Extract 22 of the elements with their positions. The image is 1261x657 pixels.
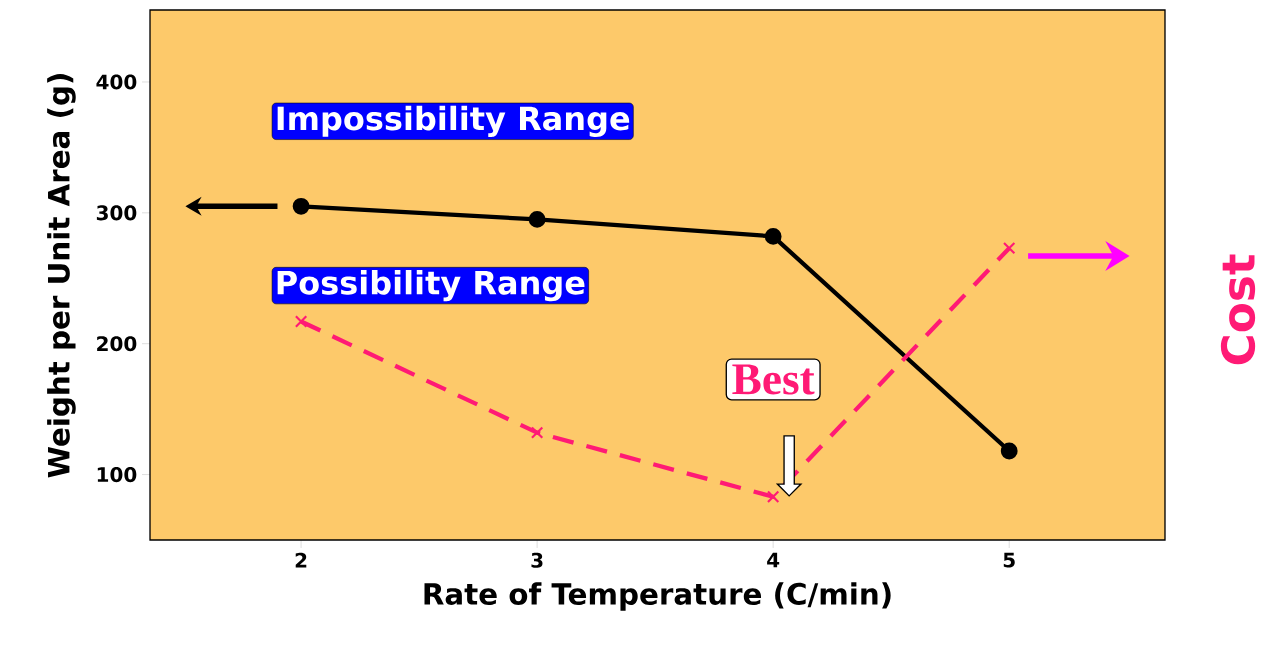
point (766, 490, 780, 504)
x-tick-label: 2 (295, 552, 307, 568)
annotation: Impossibility Range (277, 105, 630, 137)
x-axis-title: Rate of Temperature (C/min) (424, 582, 891, 611)
x-tick-label: 5 (1003, 552, 1015, 568)
point (1000, 442, 1018, 460)
point (292, 197, 310, 215)
annotation: Possibility Range (277, 270, 585, 302)
x-tick-label: 4 (767, 552, 780, 568)
y2-axis-title: Cost (1220, 254, 1256, 365)
point (764, 227, 782, 245)
y-axis-title: Weight per Unit Area (g) (47, 74, 76, 478)
point (294, 315, 308, 328)
point (530, 426, 544, 439)
y-tick-label: 300 (96, 205, 137, 221)
x-tick-label: 3 (531, 552, 543, 568)
y-tick-label: 100 (97, 466, 137, 483)
point (1002, 241, 1016, 255)
annotation: Best (732, 364, 815, 395)
point (528, 210, 546, 228)
y-tick-label: 200 (97, 336, 137, 352)
y-tick-label: 400 (96, 74, 137, 90)
